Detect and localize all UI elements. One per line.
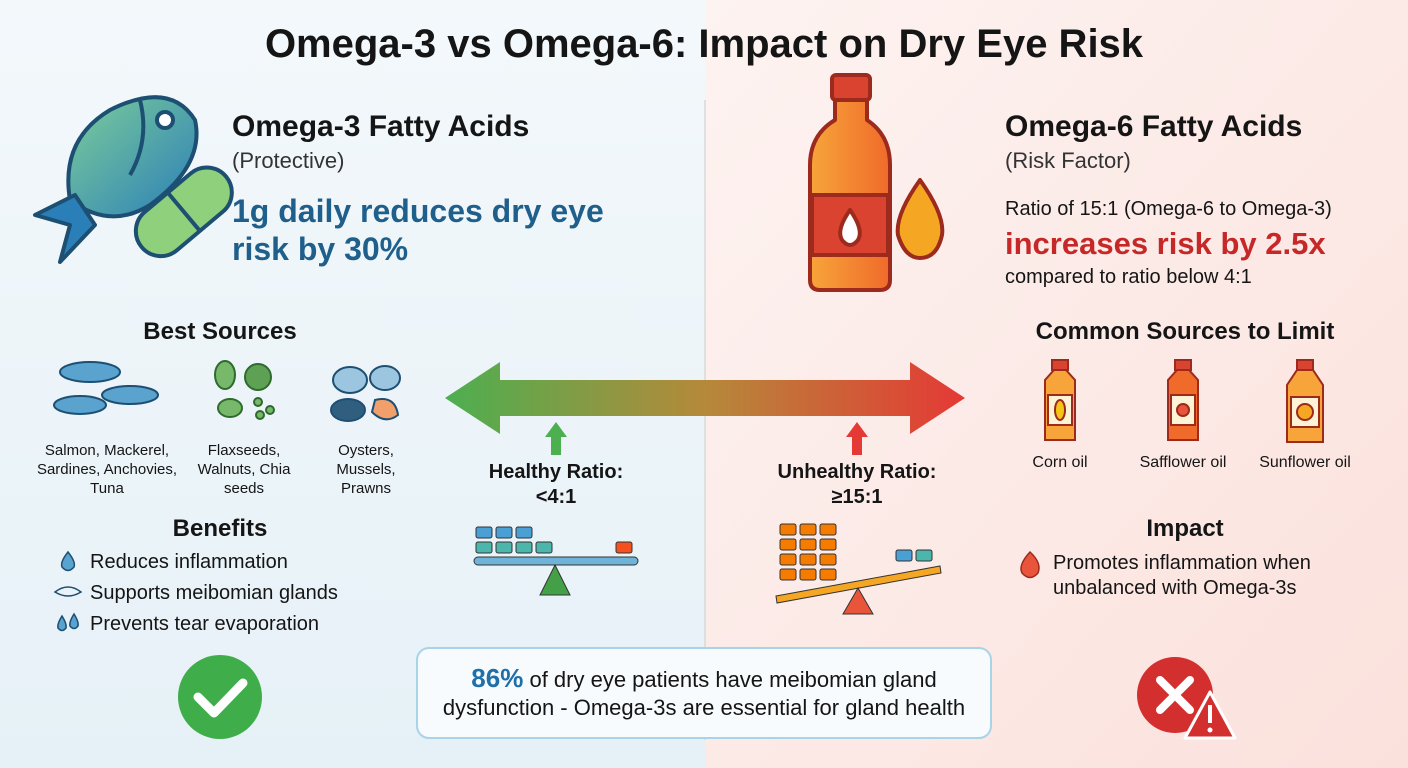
source-label: Corn oil <box>1032 454 1088 471</box>
source-label: Safflower oil <box>1139 454 1227 471</box>
subheading: (Protective) <box>232 148 345 173</box>
impact-text: Promotes inflammation when unbalanced wi… <box>1053 552 1311 599</box>
footer-text: of dry eye patients have meibomian gland… <box>442 667 966 720</box>
footer-stat: 86% <box>471 663 524 693</box>
source-label: Flaxseeds, Walnuts, Chia seeds <box>197 442 291 497</box>
ratio-value: ≥15:1 <box>831 486 883 508</box>
source-label: Salmon, Mackerel, Sardines, Anchovies, T… <box>36 442 178 497</box>
ratio-text: Ratio of 15:1 (Omega-6 to Omega-3) <box>1005 198 1332 220</box>
benefit: Reduces inflammation <box>90 551 288 573</box>
section-title: Benefits <box>172 515 268 542</box>
heading: Omega-3 Fatty Acids <box>232 110 530 143</box>
section-title: Best Sources <box>143 318 297 345</box>
footer-note: 86% of dry eye patients have meibomian g… <box>430 664 978 722</box>
subheading: (Risk Factor) <box>1005 148 1131 173</box>
source-label: Oysters, Mussels, Prawns <box>336 442 396 497</box>
heading: Omega-6 Fatty Acids <box>1005 110 1303 143</box>
benefit: Supports meibomian glands <box>90 582 338 604</box>
ratio-label: Healthy Ratio: <box>488 461 624 483</box>
section-title: Impact <box>1146 515 1224 542</box>
highlight: increases risk by 2.5x <box>1005 226 1326 261</box>
ratio-value: <4:1 <box>535 486 577 508</box>
benefit: Prevents tear evaporation <box>90 613 320 635</box>
comparison: compared to ratio below 4:1 <box>1005 266 1252 288</box>
ratio-label: Unhealthy Ratio: <box>777 461 937 483</box>
highlight: 1g daily reduces dry eye risk by 30% <box>232 193 604 267</box>
title: Omega-3 vs Omega-6: Impact on Dry Eye Ri… <box>264 22 1144 66</box>
source-label: Sunflower oil <box>1259 454 1351 471</box>
section-title: Common Sources to Limit <box>1035 318 1335 345</box>
